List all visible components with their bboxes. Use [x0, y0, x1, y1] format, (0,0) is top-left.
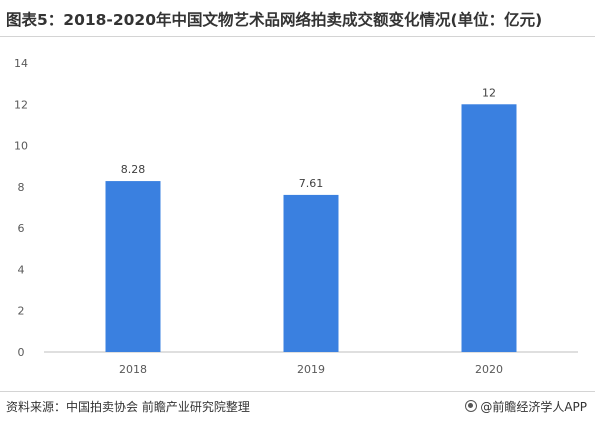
- source-note: 资料来源：中国拍卖协会 前瞻产业研究院整理: [6, 400, 250, 414]
- bar-2020: [461, 104, 517, 353]
- bar-2018: [105, 181, 161, 352]
- y-tick-label: 0: [18, 346, 25, 359]
- y-tick-label: 14: [14, 57, 28, 70]
- y-tick-label: 2: [18, 305, 25, 318]
- data-label: 7.61: [299, 177, 324, 190]
- y-tick-label: 12: [14, 98, 28, 111]
- title-divider: [0, 36, 595, 37]
- data-label: 8.28: [121, 163, 146, 176]
- y-tick-label: 10: [14, 140, 28, 153]
- chart-title: 图表5：2018-2020年中国文物艺术品网络拍卖成交额变化情况(单位：亿元): [6, 11, 543, 29]
- data-label: 12: [482, 86, 496, 99]
- y-tick-label: 4: [18, 263, 25, 276]
- y-tick-label: 8: [18, 181, 25, 194]
- bar-2019: [283, 194, 339, 352]
- x-tick-label: 2018: [119, 363, 147, 376]
- x-tick-label: 2019: [297, 363, 325, 376]
- brand-label: @前瞻经济学人APP: [480, 400, 587, 414]
- footer-divider: [0, 391, 595, 392]
- brand-credit: @前瞻经济学人APP: [465, 398, 587, 415]
- brand-logo-icon: [465, 400, 478, 412]
- x-tick-label: 2020: [475, 363, 503, 376]
- y-tick-label: 6: [18, 222, 25, 235]
